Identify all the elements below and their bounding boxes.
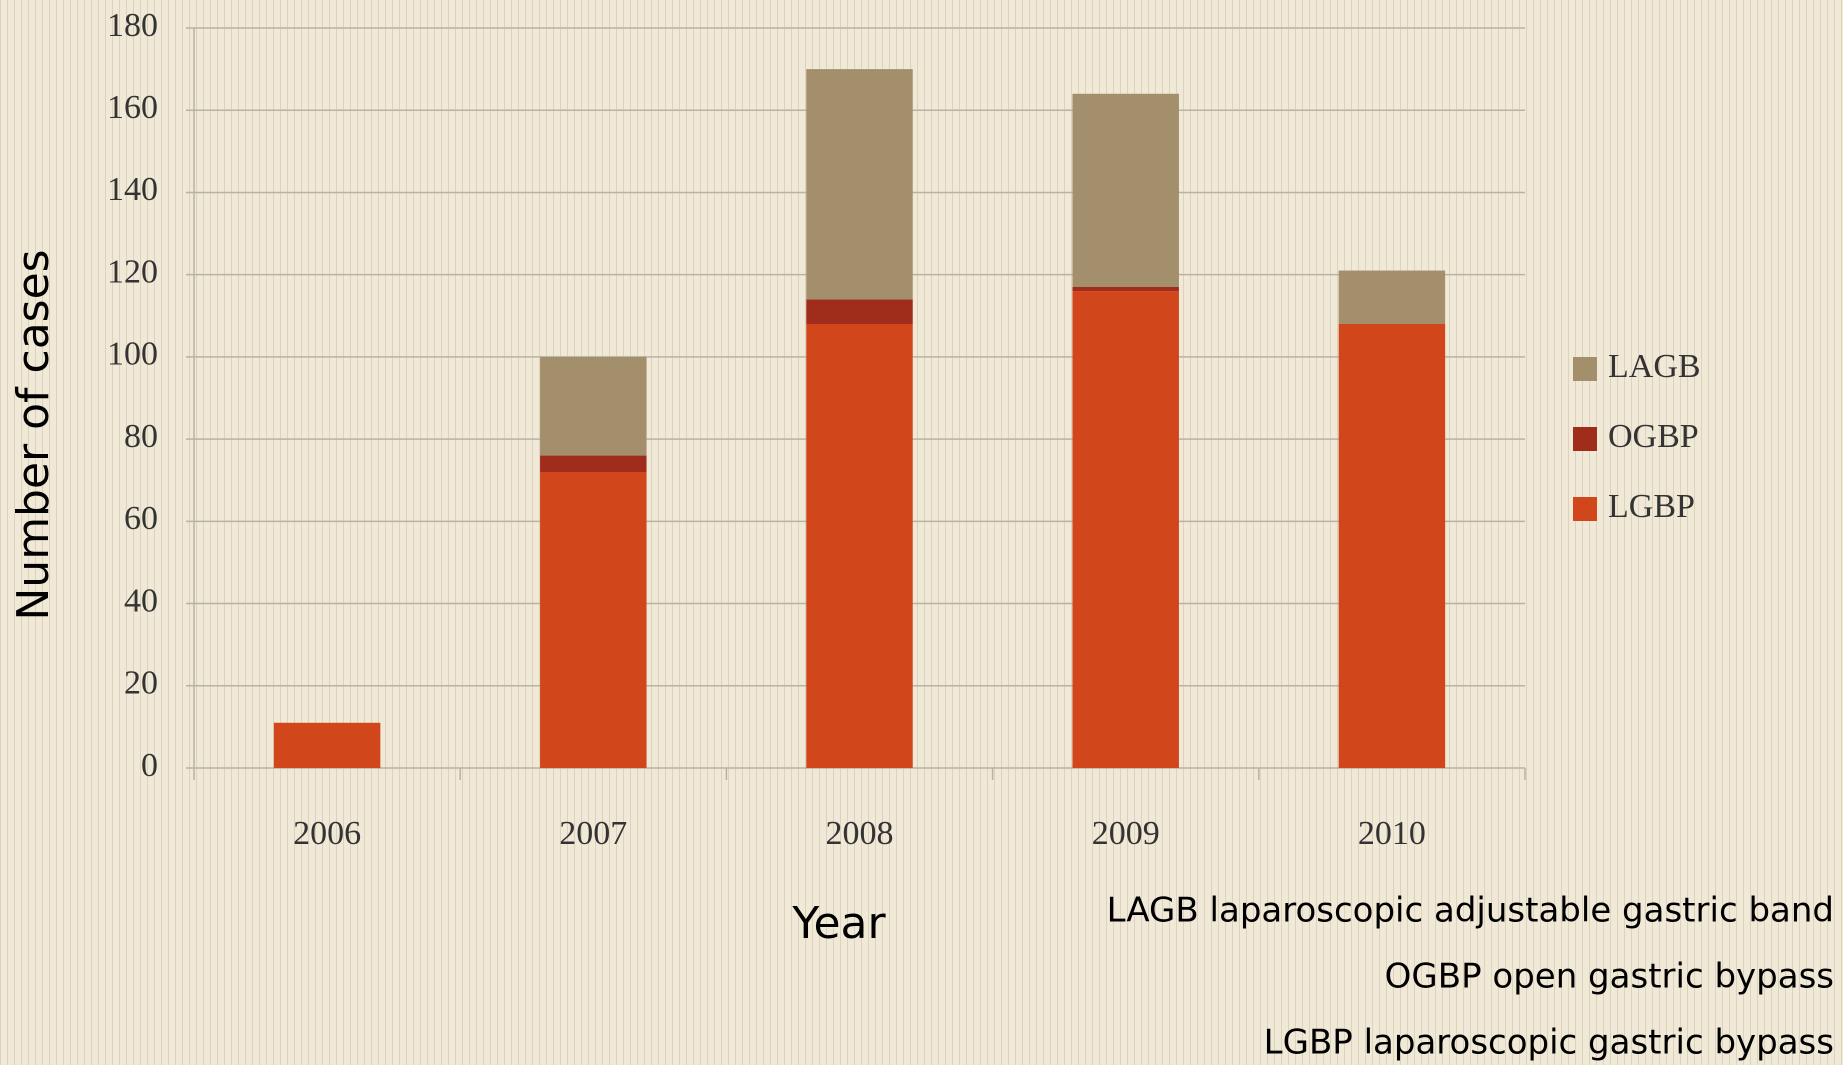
- y-tick-label: 40: [124, 582, 158, 619]
- y-tick-label: 100: [107, 336, 158, 373]
- legend-label: LAGB: [1608, 348, 1701, 385]
- note: LAGB laparoscopic adjustable gastric ban…: [1107, 891, 1834, 931]
- x-tick-label: 2010: [1358, 815, 1426, 852]
- bar-segment: [540, 455, 647, 472]
- bar-segment: [273, 722, 381, 768]
- y-tick-label: 140: [107, 171, 158, 208]
- x-tick-label: 2006: [293, 815, 361, 852]
- bar-segment: [806, 69, 913, 300]
- bar-segment: [1338, 324, 1446, 768]
- x-tick-label: 2009: [1092, 815, 1160, 852]
- y-axis-label: Number of cases: [8, 249, 59, 620]
- bar-segment: [1072, 287, 1179, 292]
- bar-segment: [806, 299, 913, 324]
- legend-swatch: [1573, 427, 1597, 451]
- bar-segment: [540, 356, 647, 456]
- legend-swatch: [1573, 497, 1597, 521]
- bar-segment: [806, 324, 913, 768]
- y-tick-label: 20: [124, 665, 158, 702]
- bar-segment: [1072, 291, 1179, 768]
- bar-segment: [1338, 270, 1446, 324]
- bar-segment: [540, 472, 647, 768]
- x-tick-label: 2007: [559, 815, 627, 852]
- y-tick-label: 80: [124, 418, 158, 455]
- y-tick-label: 60: [124, 500, 158, 537]
- bar-segment: [1072, 93, 1179, 288]
- note: LGBP laparoscopic gastric bypass: [1264, 1023, 1834, 1063]
- legend-label: LGBP: [1608, 488, 1695, 525]
- legend-label: OGBP: [1608, 418, 1699, 455]
- y-tick-label: 0: [141, 747, 158, 784]
- x-tick-label: 2008: [826, 815, 894, 852]
- y-tick-label: 180: [107, 7, 158, 44]
- x-axis-label: Year: [791, 898, 886, 949]
- y-tick-label: 120: [107, 253, 158, 290]
- note: OGBP open gastric bypass: [1385, 957, 1834, 997]
- y-tick-label: 160: [107, 89, 158, 126]
- legend-swatch: [1573, 357, 1597, 381]
